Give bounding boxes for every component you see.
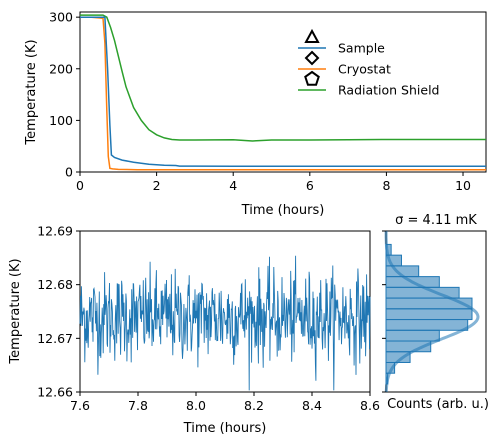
bottom-left-series-group xyxy=(79,255,371,391)
legend-marker-pentagon xyxy=(304,70,320,86)
x-tick-label: 7.8 xyxy=(128,398,148,413)
legend-label: Cryostat xyxy=(338,62,391,77)
histogram-chart: σ = 4.11 mK Counts (arb. u.) xyxy=(382,213,489,412)
series-line-sample xyxy=(80,16,486,168)
histogram-bar xyxy=(385,319,469,331)
y-tick-label: 300 xyxy=(49,10,73,25)
y-tick-label: 12.66 xyxy=(37,385,73,400)
top-x-axis-label: Time (hours) xyxy=(241,203,325,218)
series-line-radiation-shield xyxy=(80,14,486,142)
y-tick-label: 0 xyxy=(65,165,73,180)
x-tick-label: 2 xyxy=(153,178,161,193)
histogram-title: σ = 4.11 mK xyxy=(395,213,477,228)
y-tick-label: 100 xyxy=(49,113,73,128)
x-tick-label: 8 xyxy=(382,178,390,193)
gaussian-fit-curve xyxy=(384,230,480,392)
bottom-left-axis-ticks: 7.6 7.8 8.0 8.2 8.4 8.6 12.66 12.67 12.68 12.69 xyxy=(37,224,380,414)
top-series-group xyxy=(80,14,486,171)
top-plot-frame xyxy=(79,11,487,173)
x-tick-label: 7.6 xyxy=(70,398,90,413)
histogram-bar xyxy=(385,329,440,342)
legend-marker-diamond xyxy=(304,50,320,66)
x-tick-label: 6 xyxy=(306,178,314,193)
y-tick-label: 12.67 xyxy=(37,331,73,346)
histogram-bar xyxy=(385,308,473,321)
x-tick-label: 8.0 xyxy=(186,398,206,413)
legend-label: Sample xyxy=(338,41,385,56)
histogram-x-axis-label: Counts (arb. u.) xyxy=(387,397,489,412)
x-tick-label: 8.2 xyxy=(244,398,264,413)
bottom-left-chart: 7.6 7.8 8.0 8.2 8.4 8.6 12.66 12.67 12.68 12.69 T… xyxy=(8,224,380,436)
x-tick-label: 10 xyxy=(455,178,471,193)
x-tick-label: 8.6 xyxy=(360,398,380,413)
histogram-axis-ticks xyxy=(382,230,386,393)
legend-marker-triangle xyxy=(304,28,320,43)
noise-trace-line xyxy=(79,255,371,391)
x-tick-label: 0 xyxy=(76,178,84,193)
y-tick-label: 12.68 xyxy=(37,277,73,292)
top-legend: Sample Cryostat Radiation Shield xyxy=(298,28,439,98)
y-tick-label: 12.69 xyxy=(37,224,73,239)
histogram-bars-group xyxy=(384,230,480,392)
x-tick-label: 4 xyxy=(229,178,237,193)
x-tick-label: 8.4 xyxy=(302,398,322,413)
legend-label: Radiation Shield xyxy=(338,83,439,98)
bottom-left-y-axis-label: Temperature (K) xyxy=(8,258,23,364)
y-tick-label: 200 xyxy=(49,61,73,76)
series-line-cryostat xyxy=(80,16,486,171)
bottom-left-x-axis-label: Time (hours) xyxy=(183,421,267,436)
top-y-axis-label: Temperature (K) xyxy=(24,39,39,145)
